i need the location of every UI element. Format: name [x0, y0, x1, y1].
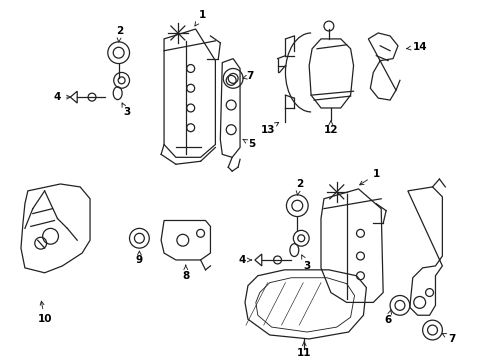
Text: 11: 11: [296, 342, 311, 358]
Text: 9: 9: [136, 251, 142, 265]
Text: 1: 1: [195, 10, 206, 26]
Text: 3: 3: [301, 255, 310, 271]
Text: 13: 13: [260, 122, 278, 135]
Text: 10: 10: [37, 301, 52, 324]
Text: 2: 2: [295, 179, 302, 195]
Text: 12: 12: [323, 121, 337, 135]
Text: 14: 14: [406, 42, 426, 52]
Text: 4: 4: [238, 255, 251, 265]
Text: 7: 7: [441, 333, 455, 344]
Text: 2: 2: [116, 26, 123, 42]
Text: 8: 8: [182, 265, 189, 281]
Text: 4: 4: [54, 92, 70, 102]
Text: 1: 1: [359, 169, 379, 185]
Text: 5: 5: [243, 139, 255, 149]
Text: 3: 3: [122, 103, 130, 117]
Text: 6: 6: [384, 310, 391, 325]
Text: 7: 7: [243, 71, 253, 81]
